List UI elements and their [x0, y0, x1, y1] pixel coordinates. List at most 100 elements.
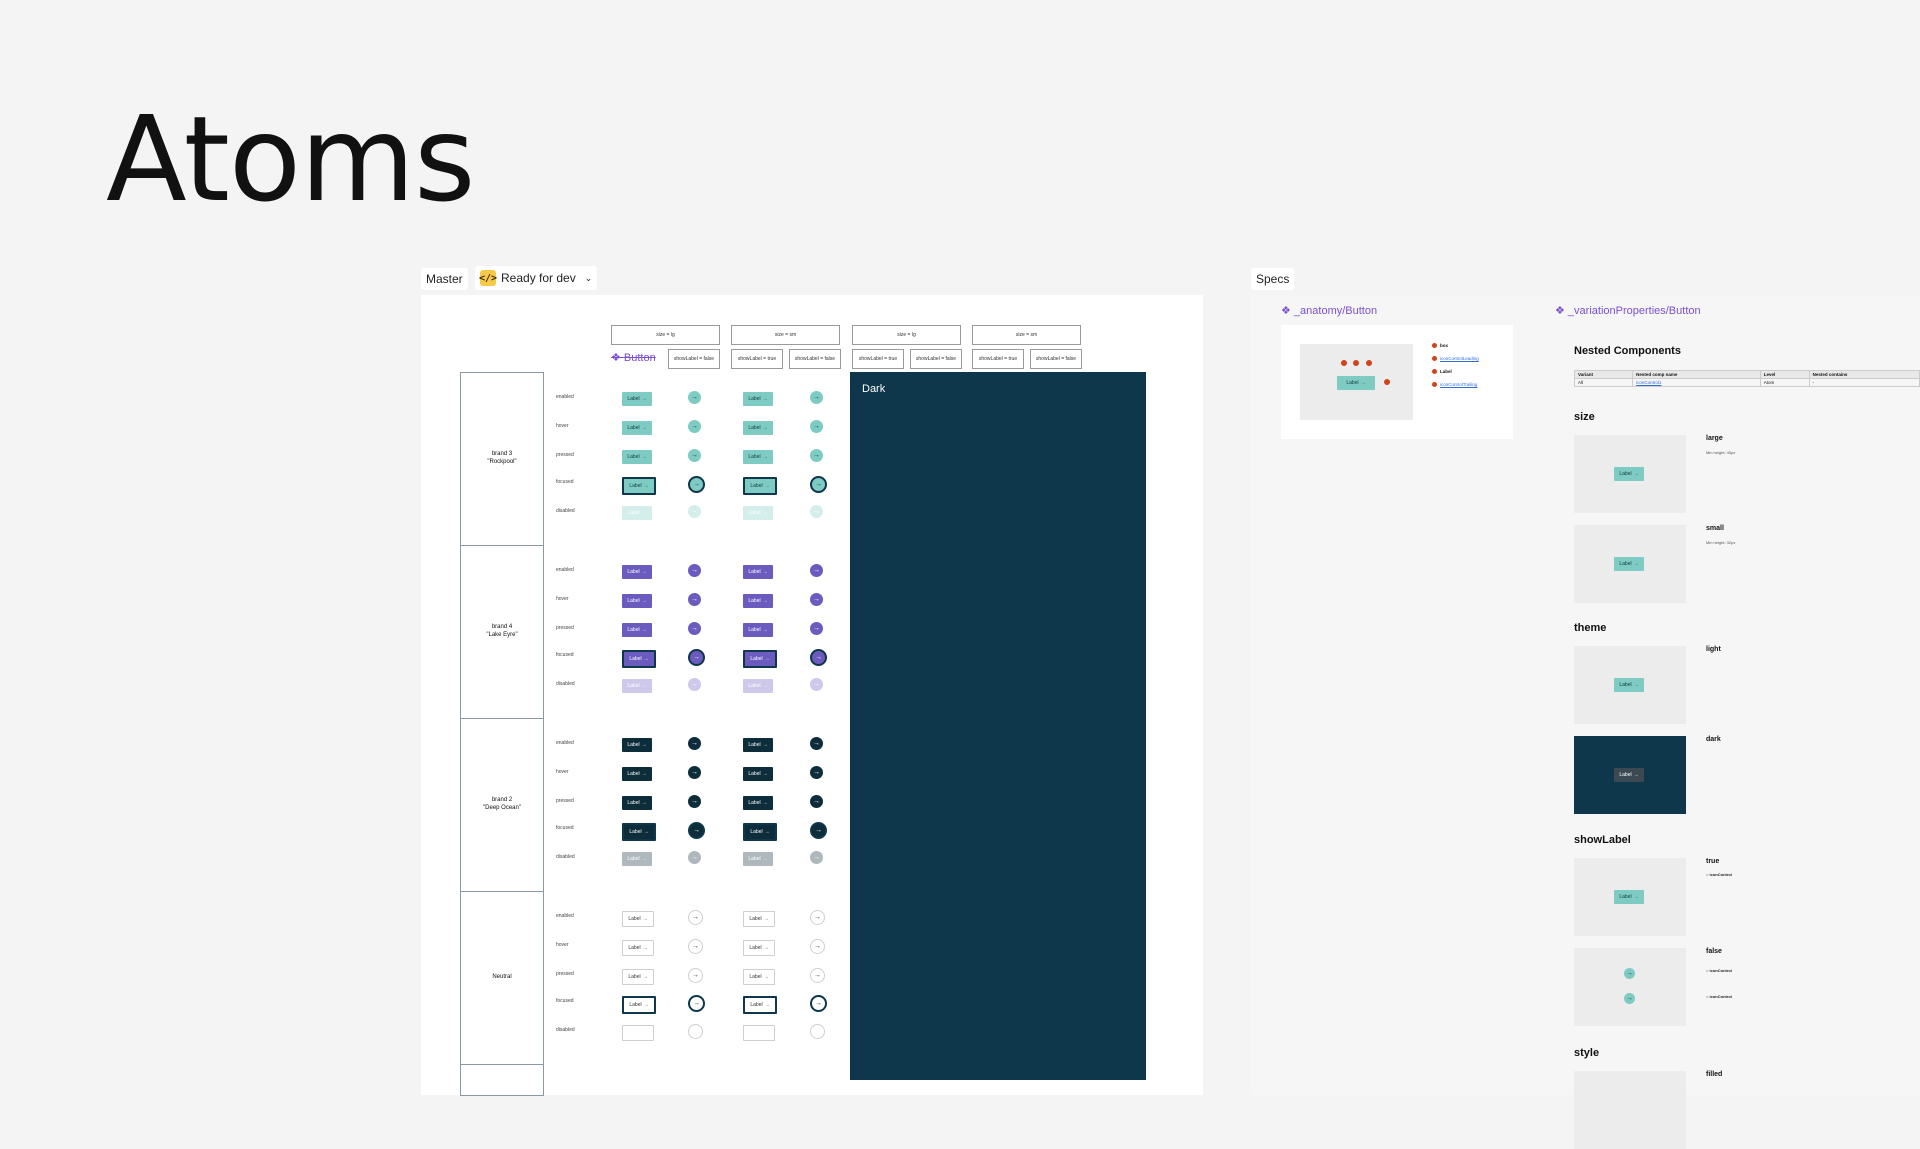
- anatomy-link[interactable]: ❖ _anatomy/Button: [1281, 305, 1378, 317]
- label-button[interactable]: Label →: [622, 421, 652, 435]
- table-cell-link[interactable]: iconControl1: [1632, 378, 1761, 387]
- icon-button[interactable]: →: [688, 851, 701, 864]
- icon-button[interactable]: →: [688, 737, 701, 750]
- icon-button[interactable]: →: [810, 649, 827, 666]
- label-button[interactable]: Label →: [743, 796, 773, 810]
- label-button[interactable]: Label →: [743, 650, 777, 668]
- ready-for-dev-tag[interactable]: </> Ready for dev ⌄: [475, 266, 598, 290]
- icon-button[interactable]: →: [810, 420, 823, 433]
- icon-button[interactable]: →: [688, 476, 705, 493]
- show-label-header: showLabel = true: [731, 349, 783, 369]
- icon-button[interactable]: →: [688, 593, 701, 606]
- size-header: size = lg: [611, 325, 720, 345]
- label-button[interactable]: Label →: [743, 565, 773, 579]
- label-button[interactable]: Label →: [743, 450, 773, 464]
- label-button[interactable]: Label →: [743, 940, 775, 956]
- icon-button[interactable]: →: [810, 968, 825, 983]
- label-button[interactable]: Label →: [743, 506, 773, 520]
- icon-button[interactable]: →: [688, 678, 701, 691]
- label-button[interactable]: Label →: [622, 594, 652, 608]
- label-button[interactable]: Label →: [622, 623, 652, 637]
- button-label: Label: [627, 454, 640, 460]
- label-button[interactable]: Label →: [622, 650, 656, 668]
- variant-label: small: [1706, 525, 1724, 532]
- icon-button[interactable]: →: [688, 766, 701, 779]
- icon-button[interactable]: →: [810, 593, 823, 606]
- icon-button[interactable]: →: [810, 505, 823, 518]
- label-button[interactable]: Label →: [622, 852, 652, 866]
- icon-button[interactable]: →: [810, 939, 825, 954]
- label-button[interactable]: Label →: [743, 421, 773, 435]
- arrow-icon: →: [762, 569, 768, 575]
- variant-note: Min height: 40px: [1706, 450, 1736, 455]
- icon-button[interactable]: →: [810, 449, 823, 462]
- label-button[interactable]: Label →: [743, 679, 773, 693]
- icon-button[interactable]: →: [688, 420, 701, 433]
- icon-button[interactable]: →: [688, 939, 703, 954]
- icon-button[interactable]: →: [810, 766, 823, 779]
- label-button[interactable]: Label →: [622, 823, 656, 841]
- label-button[interactable]: Label →: [743, 852, 773, 866]
- icon-button[interactable]: →: [688, 968, 703, 983]
- icon-button[interactable]: →: [688, 564, 701, 577]
- label-button[interactable]: Label →: [622, 940, 654, 956]
- icon-button[interactable]: →: [688, 391, 701, 404]
- icon-button[interactable]: →: [810, 822, 827, 839]
- label-button[interactable]: Label →: [743, 623, 773, 637]
- icon-button[interactable]: →: [688, 910, 703, 925]
- label-button[interactable]: Label →: [622, 796, 652, 810]
- label-button[interactable]: Label →: [743, 996, 777, 1014]
- label-button[interactable]: Label →: [743, 738, 773, 752]
- master-tag[interactable]: Master: [421, 268, 468, 290]
- icon-button[interactable]: →: [810, 1024, 825, 1039]
- icon-button[interactable]: →: [688, 622, 701, 635]
- arrow-icon: →: [762, 800, 768, 806]
- label-button[interactable]: Label →: [743, 392, 773, 406]
- arrow-icon: →: [764, 829, 770, 835]
- label-button[interactable]: Label →: [743, 767, 773, 781]
- brand-label-cell: brand 3 "Rockpool": [460, 372, 544, 546]
- label-button[interactable]: Label →: [622, 911, 654, 927]
- label-button[interactable]: Label →: [743, 594, 773, 608]
- label-button[interactable]: Label →: [743, 823, 777, 841]
- specs-tag[interactable]: Specs: [1251, 268, 1295, 290]
- label-button[interactable]: Label →: [622, 767, 652, 781]
- label-button[interactable]: Label →: [743, 911, 775, 927]
- label-button[interactable]: Label →: [622, 679, 652, 693]
- label-button[interactable]: Label →: [622, 738, 652, 752]
- icon-button[interactable]: →: [810, 564, 823, 577]
- label-button[interactable]: Label →: [743, 969, 775, 985]
- icon-button[interactable]: →: [810, 678, 823, 691]
- label-button[interactable]: Label →: [622, 450, 652, 464]
- button-component-title[interactable]: ❖ Button: [611, 352, 656, 364]
- anatomy-legend-item: Label: [1432, 369, 1452, 374]
- icon-button[interactable]: →: [688, 822, 705, 839]
- label-button[interactable]: Label →: [622, 1025, 654, 1041]
- icon-button[interactable]: →: [810, 995, 827, 1012]
- icon-button[interactable]: →: [688, 1024, 703, 1039]
- variation-properties-link[interactable]: ❖ _variationProperties/Button: [1555, 305, 1701, 317]
- icon-button[interactable]: →: [810, 476, 827, 493]
- icon-button[interactable]: →: [688, 995, 705, 1012]
- icon-button[interactable]: →: [688, 505, 701, 518]
- label-button[interactable]: Label →: [622, 969, 654, 985]
- icon-button[interactable]: →: [810, 795, 823, 808]
- icon-button[interactable]: →: [688, 795, 701, 808]
- label-button[interactable]: Label →: [622, 392, 652, 406]
- icon-button[interactable]: →: [688, 649, 705, 666]
- label-button[interactable]: Label →: [622, 565, 652, 579]
- icon-button[interactable]: →: [810, 391, 823, 404]
- label-button[interactable]: Label →: [743, 477, 777, 495]
- label-button[interactable]: Label →: [622, 996, 656, 1014]
- icon-button[interactable]: →: [810, 737, 823, 750]
- label-button[interactable]: Label →: [622, 506, 652, 520]
- icon-button[interactable]: →: [810, 622, 823, 635]
- icon-button[interactable]: →: [688, 449, 701, 462]
- button-label: Label: [748, 510, 761, 516]
- icon-button[interactable]: →: [810, 910, 825, 925]
- label-button[interactable]: Label →: [622, 477, 656, 495]
- table-cell: Atom: [1759, 378, 1810, 387]
- label-button[interactable]: Label →: [743, 1025, 775, 1041]
- icon-button[interactable]: →: [810, 851, 823, 864]
- marker-icon: [1432, 343, 1437, 348]
